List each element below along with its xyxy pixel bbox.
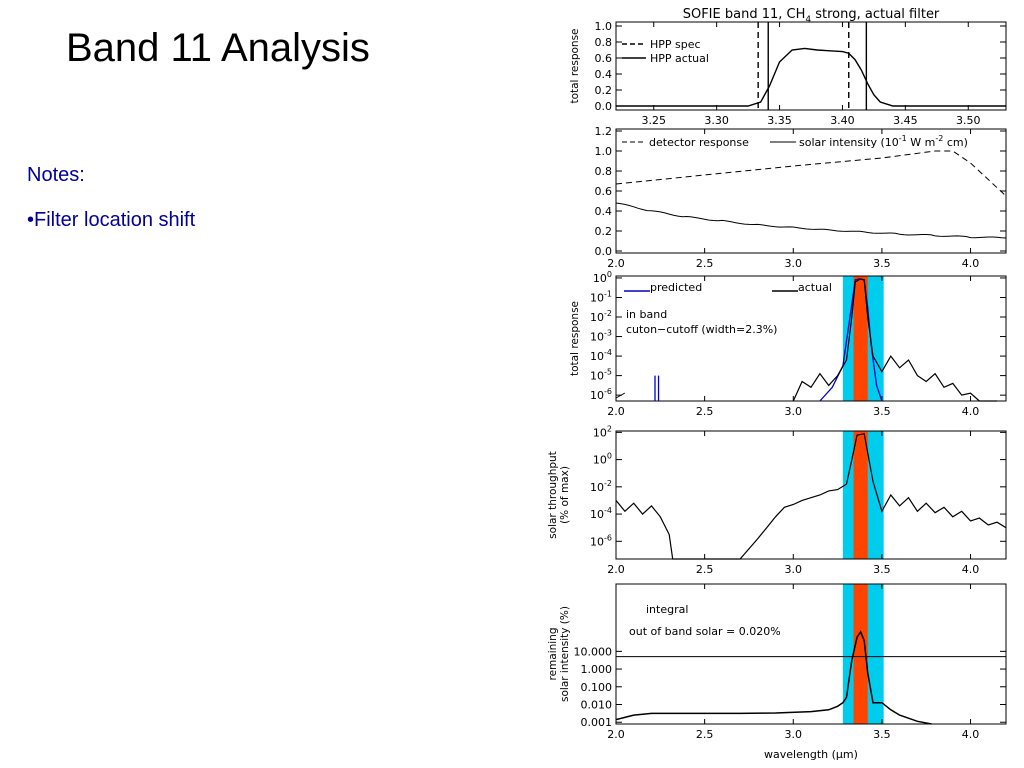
cuton-cutoff-region	[853, 584, 868, 724]
x-tick-label: 3.0	[785, 405, 803, 418]
x-tick-label: 3.50	[956, 114, 981, 127]
y-tick-label: 10-4	[590, 506, 612, 521]
y-tick-label: 0.8	[595, 165, 613, 178]
x-tick-label: 3.5	[873, 728, 891, 741]
series-solar-throughput	[615, 432, 1007, 560]
y-tick-label: 1.000	[581, 663, 613, 676]
y-axis-label: (% of max)	[559, 466, 571, 524]
x-tick-label: 3.0	[785, 257, 803, 270]
x-tick-label: 2.5	[696, 257, 714, 270]
y-axis-label: remaining	[547, 627, 559, 680]
y-tick-label: 1.0	[595, 145, 613, 158]
x-axis-label: wavelength (μm)	[764, 748, 858, 761]
chart-panel-1: 3.25 3.30 3.35 3.40 3.45 3.50 0.0 0.2 0.4 0.6 0.8 1…	[569, 7, 1007, 127]
y-tick-label: 10.000	[574, 645, 613, 658]
y-tick-label: 0.2	[595, 225, 613, 238]
series-actual	[792, 278, 998, 402]
slide-title: Band 11 Analysis	[66, 26, 370, 70]
y-tick-label: 1.0	[595, 20, 613, 33]
x-tick-label: 3.0	[785, 728, 803, 741]
legend-label-actual: HPP actual	[650, 52, 709, 65]
x-tick-label: 4.0	[962, 257, 980, 270]
y-tick-label: 0.001	[581, 716, 613, 729]
plot-frame	[615, 275, 1007, 402]
y-tick-label: 0.4	[595, 205, 613, 218]
x-tick-label: 2.0	[607, 563, 625, 576]
x-tick-label: 2.5	[696, 728, 714, 741]
y-tick-label: 0.4	[595, 68, 613, 81]
chart-panel-5: 2.0 2.5 3.0 3.5 4.0 10.000 1.000 0.100 0.010 0.00…	[547, 583, 1007, 761]
notes-heading: Notes:	[27, 164, 85, 186]
y-tick-label: 0.0	[595, 100, 613, 113]
y-tick-label: 100	[593, 452, 612, 467]
y-tick-label: 0.100	[581, 681, 613, 694]
annotation-out-of-band: out of band solar = 0.020%	[629, 625, 781, 638]
legend-label-spec: HPP spec	[650, 38, 701, 51]
y-tick-label: 10-6	[590, 533, 612, 548]
y-tick-label: 10-5	[590, 368, 612, 383]
x-tick-label: 2.0	[607, 257, 625, 270]
x-tick-label: 3.40	[830, 114, 855, 127]
legend-label-solar: solar intensity (10-1 W m-2 cm)	[799, 134, 968, 149]
y-axis-label: solar throughput	[547, 451, 559, 539]
cuton-cutoff-region	[853, 431, 868, 559]
x-tick-label: 3.5	[873, 405, 891, 418]
x-tick-label: 4.0	[962, 563, 980, 576]
cuton-cutoff-region	[853, 276, 868, 401]
y-tick-label: 1.2	[595, 125, 613, 138]
y-tick-label: 0.0	[595, 245, 613, 258]
annotation-cuton-cutoff: cuton−cutoff (width=2.3%)	[626, 323, 777, 336]
y-tick-label: 10-2	[590, 479, 612, 494]
y-tick-label: 102	[593, 424, 612, 439]
series-detector-response	[615, 150, 1007, 197]
plot-frame	[615, 583, 1007, 725]
y-tick-label: 10-2	[590, 309, 612, 324]
y-axis-label: total response	[569, 301, 581, 376]
y-tick-label: 10-3	[590, 329, 612, 344]
plot-frame	[615, 21, 1007, 111]
series-remaining-solar	[615, 630, 932, 725]
notes-bullet: •Filter location shift	[27, 209, 196, 231]
y-tick-label: 0.010	[581, 699, 613, 712]
y-tick-label: 10-1	[590, 289, 612, 304]
y-tick-label: 0.6	[595, 52, 613, 65]
x-tick-label: 3.45	[893, 114, 918, 127]
actual-spike	[615, 392, 626, 399]
y-axis-label: solar intensity (%)	[559, 606, 571, 702]
y-tick-label: 0.8	[595, 36, 613, 49]
chart-panel-2: 2.0 2.5 3.0 3.5 4.0 0.0 0.2 0.4 0.6 0.8 1.0 1.2 dete…	[595, 125, 1007, 270]
y-tick-label: 0.6	[595, 185, 613, 198]
plot-frame	[615, 430, 1007, 560]
legend-label-detector: detector response	[649, 136, 749, 149]
x-tick-label: 3.30	[704, 114, 729, 127]
y-axis-label: total response	[569, 28, 581, 103]
chart-panel-4: 2.0 2.5 3.0 3.5 4.0 102 100 10-2 10-4 10-6 solar t…	[547, 424, 1007, 576]
series-solar-intensity	[615, 202, 1007, 239]
series-hpp-actual	[616, 47, 1006, 107]
chart-panel-3: 2.0 2.5 3.0 3.5 4.0 100 10-1 10-2 10-3 10-4 10-5 10…	[569, 270, 1007, 418]
chart-title: SOFIE band 11, CH4 strong, actual filter	[683, 7, 940, 25]
x-tick-label: 3.35	[767, 114, 792, 127]
annotation-integral: integral	[646, 603, 688, 616]
x-tick-label: 4.0	[962, 728, 980, 741]
x-tick-label: 3.5	[873, 257, 891, 270]
y-tick-label: 0.2	[595, 84, 613, 97]
x-tick-label: 3.5	[873, 563, 891, 576]
x-tick-label: 2.5	[696, 405, 714, 418]
annotation-in-band: in band	[626, 308, 667, 321]
x-tick-label: 2.0	[607, 728, 625, 741]
x-tick-label: 3.0	[785, 563, 803, 576]
y-tick-label: 10-6	[590, 387, 612, 402]
legend-label-actual: actual	[798, 281, 832, 294]
legend-label-predicted: predicted	[650, 281, 702, 294]
x-tick-label: 2.5	[696, 563, 714, 576]
y-tick-label: 100	[593, 270, 612, 285]
x-tick-label: 4.0	[962, 405, 980, 418]
x-tick-label: 3.25	[641, 114, 666, 127]
y-tick-label: 10-4	[590, 348, 612, 363]
x-tick-label: 2.0	[607, 405, 625, 418]
